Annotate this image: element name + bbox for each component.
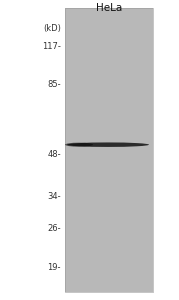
Bar xyxy=(65,8,153,292)
Ellipse shape xyxy=(67,142,149,147)
Bar xyxy=(65,8,153,292)
Text: HeLa: HeLa xyxy=(96,3,122,13)
Text: 48-: 48- xyxy=(47,150,61,159)
Text: (kD): (kD) xyxy=(43,24,61,33)
Text: 34-: 34- xyxy=(47,192,61,201)
Text: 26-: 26- xyxy=(47,224,61,233)
Text: 19-: 19- xyxy=(47,262,61,272)
Text: 85-: 85- xyxy=(47,80,61,89)
Text: 117-: 117- xyxy=(42,42,61,51)
Ellipse shape xyxy=(65,143,93,147)
